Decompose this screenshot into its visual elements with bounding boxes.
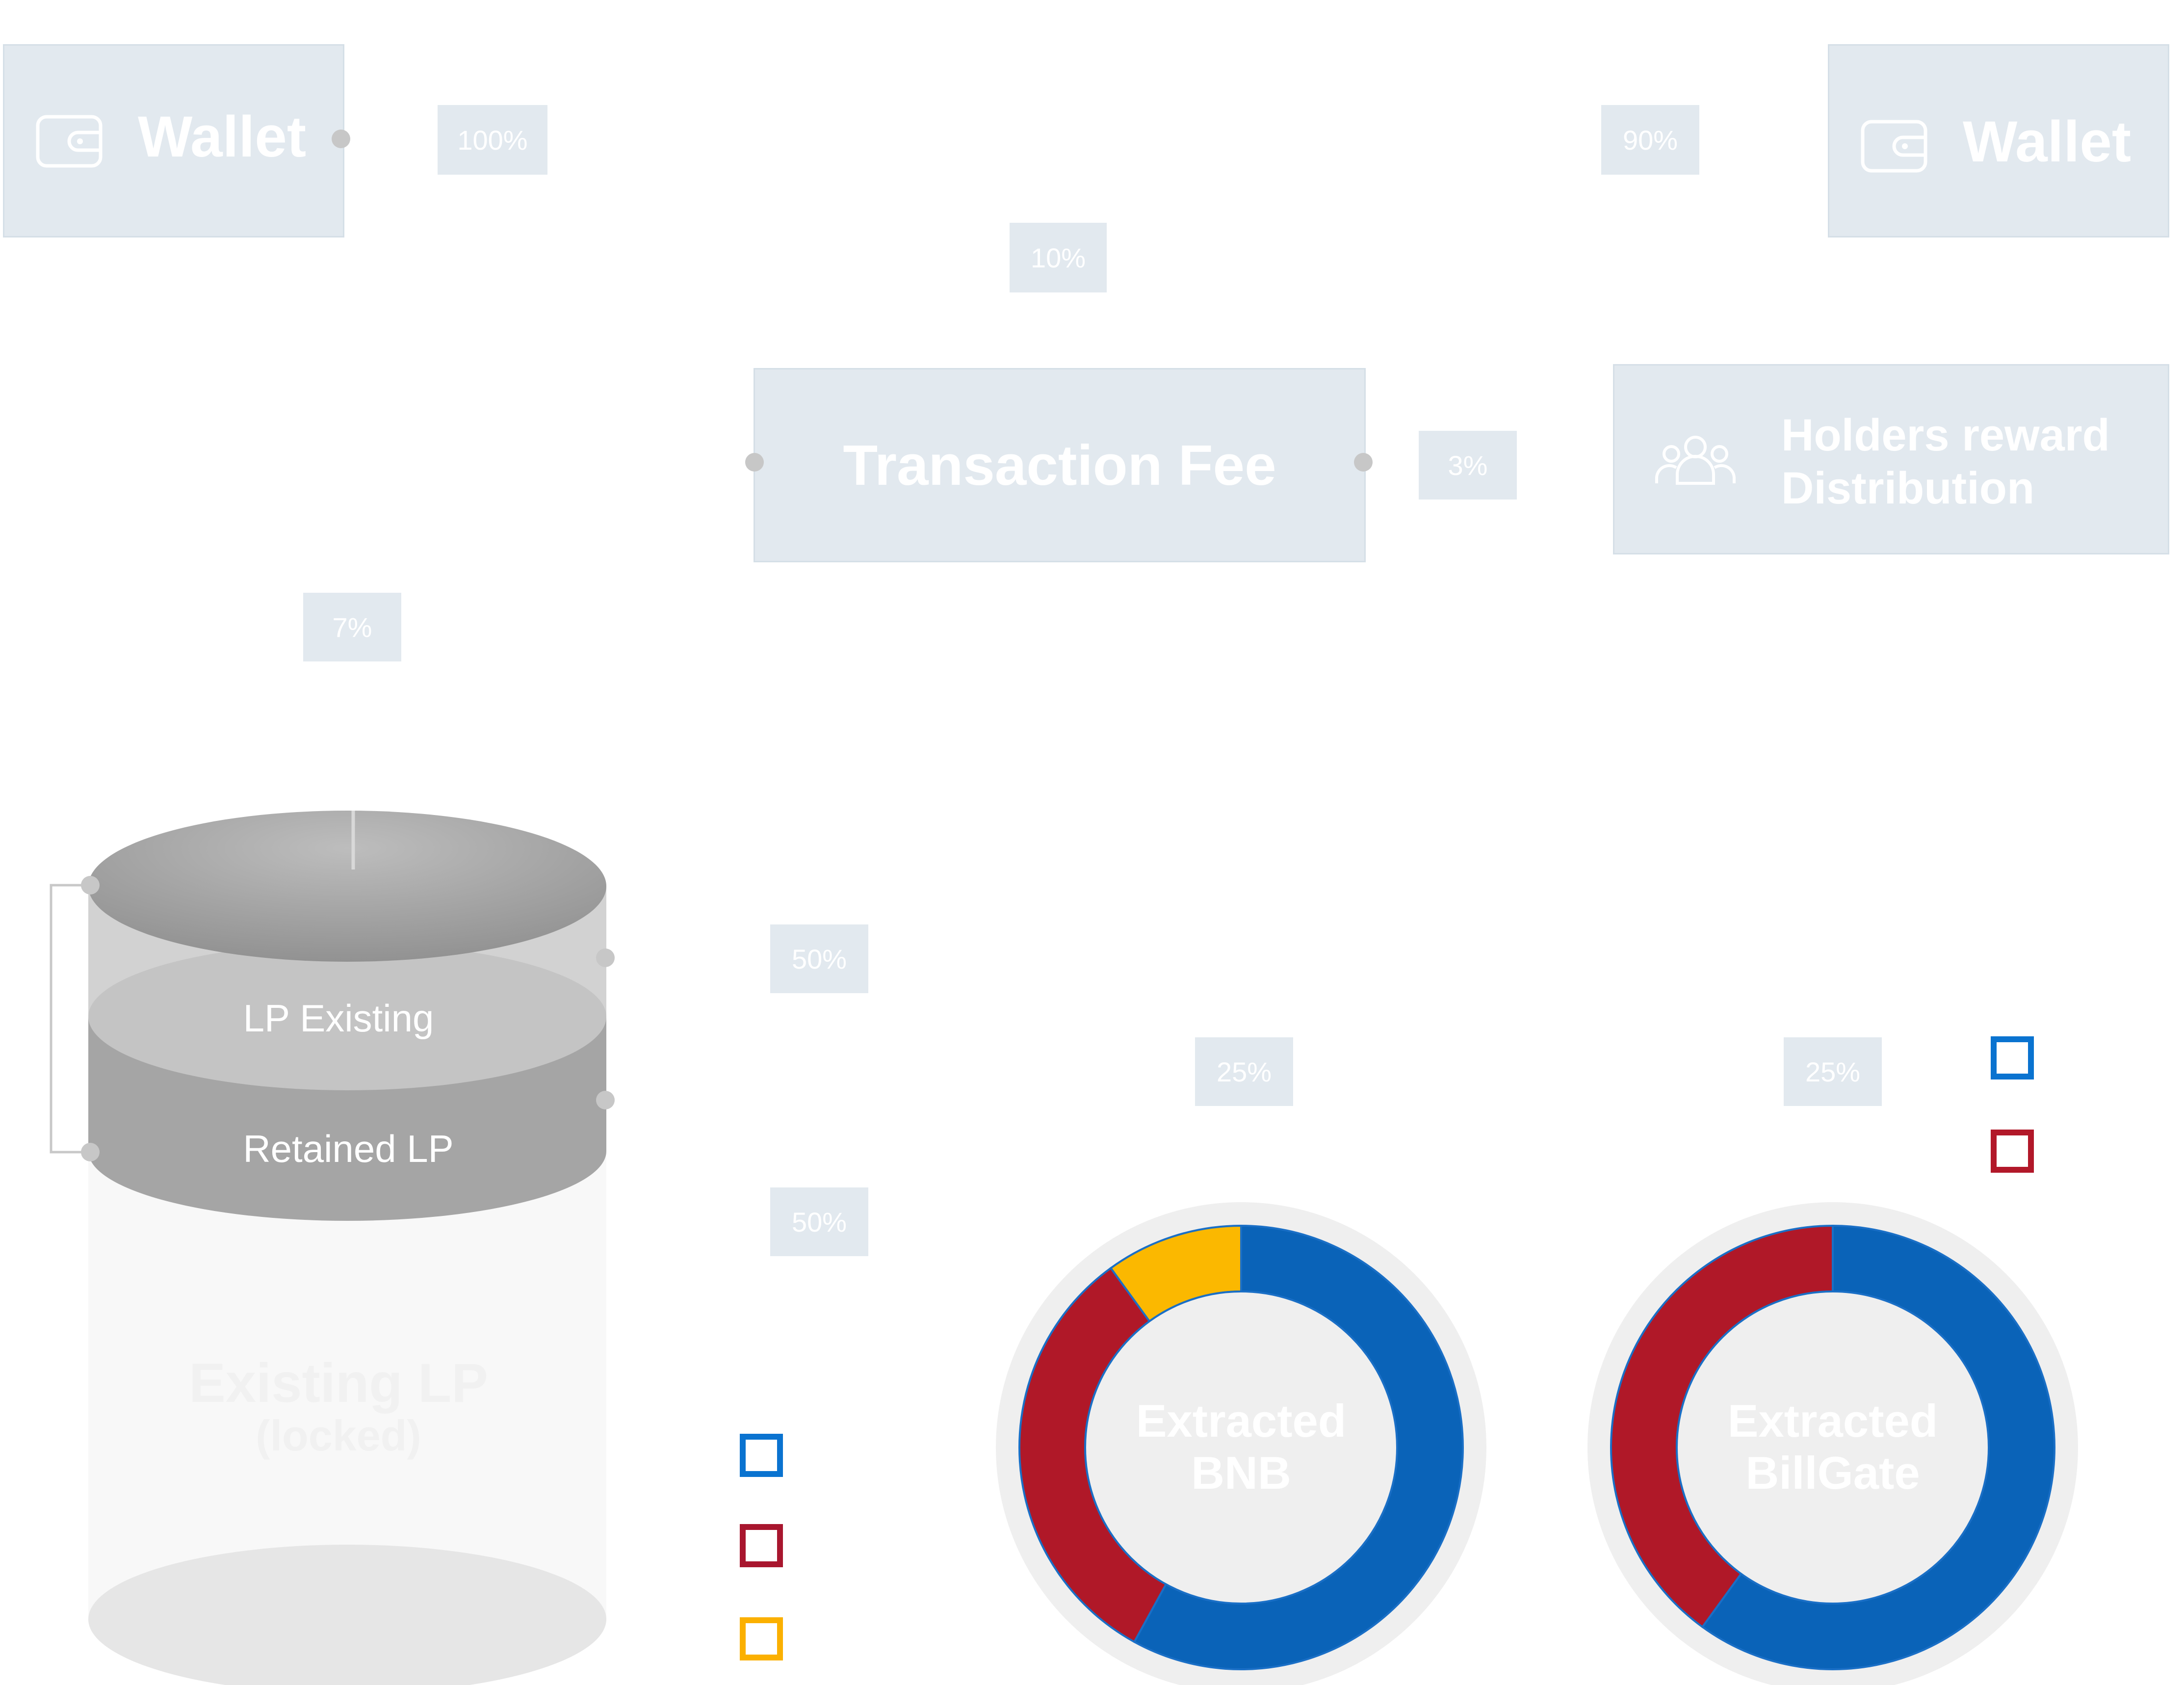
connector-dot — [745, 453, 764, 472]
legend-square-red — [740, 1524, 783, 1567]
holders-reward-line1: Holders reward — [1781, 410, 2110, 460]
wallet-box-right: Wallet — [1828, 44, 2169, 237]
legend-square-blue — [740, 1434, 783, 1477]
donut-bnb-label-line2: BNB — [1191, 1447, 1291, 1499]
donut-billgate-label-line2: BillGate — [1745, 1447, 1920, 1499]
holders-reward-label: Holders reward Distribution — [1781, 409, 2110, 515]
connector-dot — [81, 876, 100, 895]
cylinder-layer-lp-existing: LP Existing — [243, 997, 434, 1040]
holders-reward-line2: Distribution — [1781, 463, 2035, 513]
cylinder-retained-bottom — [88, 1081, 606, 1221]
connector-dot — [81, 1143, 100, 1161]
cylinder-base-bottom — [88, 1545, 606, 1685]
users-group-icon — [1655, 436, 1736, 485]
pct-wallet-out: 100% — [438, 105, 547, 175]
donut-bnb-hole — [1084, 1290, 1398, 1605]
cylinder-base-body — [88, 1153, 606, 1619]
connector-dot — [596, 948, 615, 967]
donut-billgate-label-line1: Extracted — [1728, 1395, 1938, 1447]
connector-dot — [332, 130, 350, 148]
legend-square-blue — [1991, 1036, 2034, 1079]
connector-dot — [1354, 453, 1373, 472]
wallet-icon — [1861, 120, 1927, 173]
donut-billgate: Extracted BillGate — [1587, 1202, 2078, 1685]
legend-square-yellow — [740, 1617, 783, 1660]
wallet-label-left: Wallet — [138, 105, 307, 169]
pct-billgate: 25% — [1784, 1037, 1882, 1106]
cylinder-base-line1: Existing LP — [189, 1352, 488, 1414]
donut-bnb: Extracted BNB — [996, 1202, 1486, 1685]
legend-square-red — [1991, 1130, 2034, 1173]
transaction-fee-box: Transaction Fee — [754, 368, 1366, 562]
donut-bnb-label-line1: Extracted — [1136, 1395, 1346, 1447]
cylinder-layer-retained-lp: Retained LP — [243, 1127, 454, 1170]
cylinder-top-cap — [88, 811, 606, 962]
wallet-label-right: Wallet — [1963, 109, 2132, 174]
transaction-fee-label: Transaction Fee — [843, 433, 1276, 497]
cylinder-bracket — [50, 884, 90, 1154]
cylinder-base-label: Existing LP (locked) — [88, 1354, 589, 1459]
wallet-box-left: Wallet — [3, 44, 344, 237]
cylinder-base-line2: (locked) — [256, 1411, 421, 1460]
connector-dot — [596, 1091, 615, 1109]
pct-retained-lp: 50% — [770, 1187, 868, 1256]
wallet-icon — [36, 115, 103, 168]
pct-holders: 3% — [1419, 431, 1517, 500]
pct-liquidity: 7% — [303, 593, 401, 661]
pct-fee: 10% — [1010, 223, 1107, 292]
pct-wallet-in: 90% — [1601, 105, 1699, 175]
holders-reward-box: Holders reward Distribution — [1613, 364, 2169, 554]
donut-billgate-hole — [1676, 1290, 1990, 1605]
pct-bnb: 25% — [1195, 1037, 1293, 1106]
pct-lp-existing: 50% — [770, 924, 868, 993]
cylinder-lp-existing-bottom — [88, 943, 606, 1090]
